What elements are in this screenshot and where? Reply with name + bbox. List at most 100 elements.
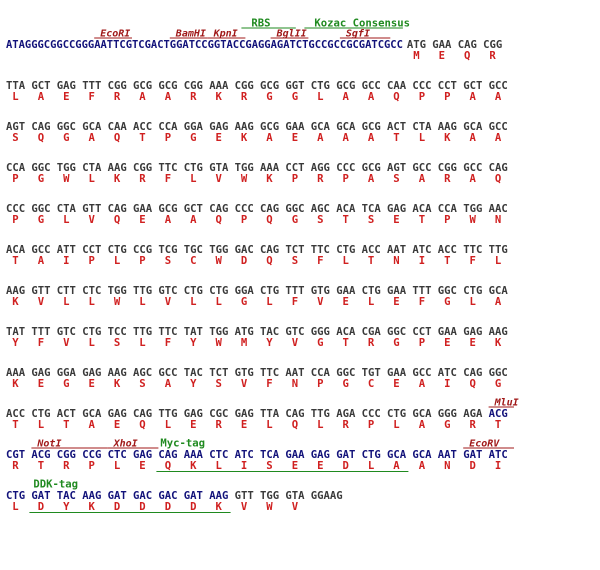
amino-acid: L (216, 296, 222, 308)
amino-acid: Q (216, 214, 222, 226)
codon: TGG (209, 244, 228, 256)
codon: GCA (336, 121, 356, 133)
amino-acid: T (63, 419, 69, 431)
amino-acid: Q (292, 419, 298, 431)
amino-acid: E (89, 378, 95, 390)
amino-acid: S (12, 132, 18, 144)
amino-acid: F (89, 91, 95, 103)
amino-acid: T (343, 337, 349, 349)
codon: GAG (57, 80, 76, 92)
amino-acid: A (470, 91, 477, 103)
codon: TTC (463, 244, 482, 256)
amino-acid: S (139, 378, 145, 390)
codon: GCG (260, 121, 279, 133)
feature-label: Kozac Consensus (314, 18, 410, 30)
amino-acid: Y (12, 337, 19, 349)
codon: ATG (407, 39, 426, 51)
amino-acid: A (317, 132, 324, 144)
amino-acid: C (368, 378, 374, 390)
amino-acid: L (89, 337, 95, 349)
codon: GCG (133, 80, 152, 92)
codon: GCG (362, 121, 381, 133)
codon: CGG (438, 162, 457, 174)
codon: CAG (133, 408, 152, 420)
codon: AGT (6, 121, 25, 133)
amino-acid: L (89, 296, 95, 308)
amino-acid: S (216, 378, 222, 390)
amino-acid: S (292, 255, 298, 267)
codon: CTA (57, 203, 77, 215)
amino-acid: P (12, 173, 18, 185)
restriction-site-label: EcoRV (469, 439, 500, 450)
amino-acid: Q (495, 173, 501, 185)
amino-acid: G (444, 296, 450, 308)
amino-acid: R (489, 50, 496, 62)
amino-acid: W (216, 255, 223, 267)
codon: GAG (463, 326, 482, 338)
codon: CTG (336, 244, 355, 256)
codon: GGC (31, 162, 50, 174)
amino-acid: P (12, 214, 18, 226)
amino-acid: L (368, 460, 374, 472)
amino-acid: L (12, 501, 18, 513)
codon: GAA (432, 39, 452, 51)
amino-acid: V (63, 337, 70, 349)
amino-acid: P (419, 91, 425, 103)
codon: GTG (235, 367, 254, 379)
codon: GCT (463, 80, 482, 92)
amino-acid: I (63, 255, 69, 267)
codon: CTG (184, 285, 203, 297)
amino-acid: P (241, 214, 247, 226)
amino-acid: P (292, 173, 298, 185)
amino-acid: E (38, 378, 44, 390)
amino-acid: L (63, 296, 69, 308)
amino-acid: R (114, 91, 121, 103)
codon: CAG (260, 244, 279, 256)
codon: GAG (31, 367, 50, 379)
amino-acid: A (343, 132, 350, 144)
amino-acid: F (470, 255, 476, 267)
amino-acid: T (38, 460, 44, 472)
codon: TGG (463, 203, 482, 215)
amino-acid: L (89, 173, 95, 185)
codon: ACC (6, 408, 25, 420)
codon: GGC (438, 285, 457, 297)
codon: AAT (285, 367, 304, 379)
codon: GAA (133, 203, 153, 215)
amino-acid: Q (165, 460, 171, 472)
amino-acid: R (470, 419, 477, 431)
codon: GCA (412, 408, 432, 420)
amino-acid: E (216, 132, 222, 144)
amino-acid: E (393, 296, 399, 308)
amino-acid: E (317, 460, 323, 472)
codon: AGC (311, 203, 330, 215)
feature-label: Myc-tag (160, 438, 205, 450)
amino-acid: M (241, 337, 247, 349)
codon: GCG (158, 203, 177, 215)
amino-acid: K (12, 378, 19, 390)
codon: GAA (336, 285, 356, 297)
codon: ATT (57, 244, 76, 256)
codon: ACC (133, 121, 152, 133)
amino-acid: G (444, 419, 450, 431)
amino-acid: D (343, 460, 349, 472)
codon: GCC (158, 367, 177, 379)
amino-acid: P (368, 419, 374, 431)
codon: TTT (285, 285, 304, 297)
codon: AGC (133, 367, 152, 379)
codon: TTG (311, 408, 330, 420)
codon: GTC (158, 285, 177, 297)
codon: TCT (285, 244, 304, 256)
codon: CCC (235, 203, 254, 215)
amino-acid: T (12, 255, 18, 267)
codon: ACC (362, 244, 381, 256)
amino-acid: Q (464, 50, 470, 62)
amino-acid: K (241, 132, 248, 144)
codon: TAC (184, 367, 203, 379)
amino-acid: L (495, 255, 501, 267)
codon: ACC (438, 244, 457, 256)
codon: GAT (184, 490, 203, 502)
codon: GAA (387, 367, 407, 379)
amino-acid: Q (38, 132, 44, 144)
